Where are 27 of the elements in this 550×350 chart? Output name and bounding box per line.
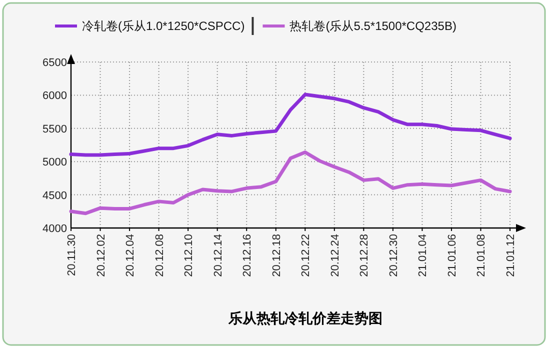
- x-tick-label: 21.01.04: [417, 234, 430, 277]
- x-tick-label: 21.01.06: [446, 234, 458, 277]
- y-tick-label: 5500: [42, 123, 67, 136]
- legend-label: 冷轧卷(乐从1.0*1250*CSPCC): [82, 19, 245, 33]
- x-tick-label: 20.12.08: [154, 234, 166, 277]
- x-tick-label: 20.11.30: [66, 234, 78, 276]
- y-tick-label: 5000: [42, 156, 67, 169]
- y-tick-label: 6500: [42, 57, 67, 69]
- x-tick-label: 20.12.18: [270, 234, 283, 277]
- x-tick-label: 20.12.04: [124, 234, 137, 277]
- y-tick-label: 4000: [42, 223, 67, 235]
- y-tick-label: 6000: [42, 90, 67, 102]
- x-tick-label: 21.01.12: [505, 234, 517, 277]
- legend-label: 热轧卷(乐从5.5*1500*CQ235B): [290, 19, 456, 33]
- x-tick-label: 20.12.22: [300, 234, 312, 277]
- line-series: [69, 150, 512, 216]
- x-tick-label: 20.12.02: [95, 234, 108, 277]
- x-tick-label: 21.01.08: [476, 234, 488, 277]
- x-tick-label: 20.12.30: [388, 234, 400, 277]
- x-tick-label: 20.12.24: [329, 234, 342, 277]
- x-tick-label: 20.12.10: [183, 234, 196, 277]
- text: 乐从热轧冷轧价差走势图: [228, 310, 382, 326]
- x-tick-label: 20.12.16: [242, 234, 254, 277]
- x-tick-label: 20.12.28: [358, 234, 371, 277]
- x-tick-label: 20.12.14: [212, 234, 224, 277]
- line-series: [69, 92, 512, 157]
- y-tick-label: 4500: [42, 190, 67, 202]
